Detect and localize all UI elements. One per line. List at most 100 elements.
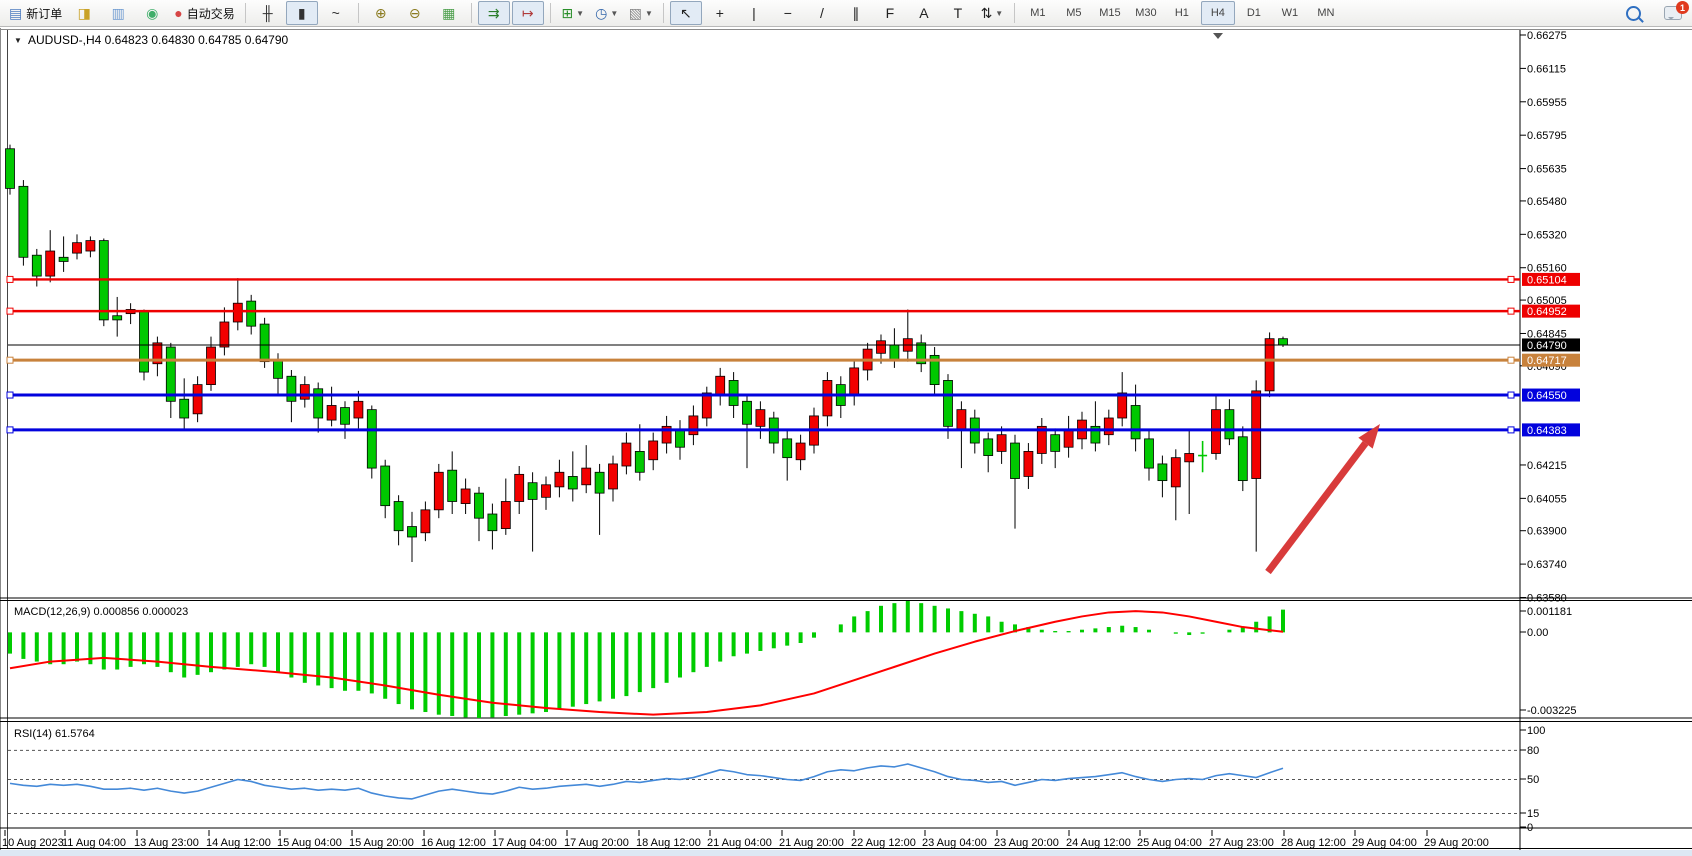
- line-handle[interactable]: [6, 275, 14, 283]
- candle-body: [1010, 442, 1020, 479]
- period-button-m1[interactable]: M1: [1030, 7, 1046, 19]
- candle-body: [179, 398, 190, 419]
- arrows-button[interactable]: ⇅ ▼: [976, 1, 1008, 25]
- chevron-down-icon: ▼: [576, 8, 585, 18]
- shift-chart-button[interactable]: ↦: [511, 1, 544, 25]
- macd-histogram-bar: [249, 632, 254, 665]
- macd-histogram-bar: [450, 632, 455, 717]
- channel-button[interactable]: ∥: [840, 1, 872, 25]
- notification-badge: 1: [1676, 1, 1689, 14]
- zoom-out-button[interactable]: ⊖: [399, 1, 431, 25]
- vertical-line-button[interactable]: |: [738, 1, 770, 25]
- line-handle[interactable]: [6, 356, 14, 364]
- candle: [192, 376, 203, 423]
- trendline-button[interactable]: /: [806, 1, 838, 25]
- macd-histogram-bar: [758, 632, 763, 651]
- time-axis-label: 17 Aug 04:00: [492, 837, 557, 849]
- candle-body: [554, 471, 565, 488]
- zoom-in-button[interactable]: ⊕: [365, 1, 397, 25]
- macd-histogram-bar: [490, 632, 495, 718]
- toolbar-separator: [662, 3, 664, 23]
- candle: [219, 307, 230, 356]
- line-handle[interactable]: [1507, 391, 1515, 399]
- trendline-icon: /: [819, 5, 824, 21]
- period-button-h4[interactable]: H4: [1200, 1, 1235, 25]
- line-handle[interactable]: [1507, 356, 1515, 364]
- period-button-w1[interactable]: W1: [1281, 7, 1299, 19]
- macd-histogram-bar: [155, 632, 160, 667]
- macd-histogram-bar: [343, 632, 347, 691]
- macd-histogram-bar: [1267, 616, 1272, 633]
- bar-chart-button[interactable]: ╫: [252, 1, 284, 25]
- macd-histogram-bar: [289, 632, 294, 678]
- line-handle[interactable]: [1507, 275, 1515, 283]
- text-button[interactable]: A: [908, 1, 940, 25]
- candle-body: [943, 380, 953, 427]
- timeframes-button[interactable]: ◷ ▼: [591, 1, 623, 25]
- chat-icon[interactable]: 1: [1664, 1, 1689, 20]
- line-handle[interactable]: [6, 391, 14, 399]
- period-button-d1[interactable]: D1: [1246, 7, 1261, 19]
- candle: [634, 424, 645, 481]
- candlestick-chart-button[interactable]: ▮: [285, 1, 318, 25]
- candle-body: [366, 409, 377, 469]
- candle: [299, 376, 310, 408]
- search-button[interactable]: [1617, 1, 1649, 25]
- price-badge: [1522, 304, 1580, 318]
- autotrading-button[interactable]: ● 自动交易: [170, 1, 238, 25]
- crosshair-button[interactable]: +: [704, 1, 736, 25]
- macd-histogram-bar: [959, 611, 964, 633]
- candle-body: [460, 488, 471, 504]
- candle: [621, 432, 632, 475]
- time-axis-label: 16 Aug 12:00: [421, 837, 486, 849]
- new-order-button[interactable]: ▤ 新订单: [5, 1, 66, 25]
- candle: [1144, 430, 1154, 481]
- profiles-button[interactable]: ▥: [102, 1, 134, 25]
- period-button-mn[interactable]: MN: [1317, 7, 1335, 19]
- search-icon: [1625, 5, 1641, 21]
- arrow-annotation[interactable]: [1265, 424, 1380, 575]
- price-tick-label: 0.63580: [1527, 593, 1567, 605]
- candle-body: [889, 344, 900, 360]
- auto-scroll-button[interactable]: ⇉: [477, 1, 510, 25]
- macd-histogram-bar: [946, 608, 950, 633]
- macd-histogram-bar: [1281, 609, 1285, 633]
- candle-body: [1170, 457, 1181, 488]
- candle-body: [661, 425, 672, 444]
- fibonacci-button[interactable]: F: [874, 1, 906, 25]
- candle-body: [447, 469, 458, 502]
- candle-body: [1237, 436, 1248, 482]
- chart-window-button[interactable]: ◨: [68, 1, 100, 25]
- macd-tick-label: -0.003225: [1527, 705, 1577, 717]
- period-button-m30[interactable]: M30: [1135, 7, 1157, 19]
- toolbar-separator: [1013, 3, 1015, 23]
- macd-histogram-bar: [691, 632, 696, 673]
- market-signal-button[interactable]: ◉: [136, 1, 168, 25]
- period-button-m5[interactable]: M5: [1066, 7, 1082, 19]
- cursor-button[interactable]: ↖: [669, 1, 702, 25]
- candle-body: [1251, 390, 1262, 479]
- line-handle[interactable]: [6, 307, 14, 315]
- indicators-button[interactable]: ⊞ ▼: [557, 1, 589, 25]
- time-axis-label: 21 Aug 20:00: [779, 837, 844, 849]
- period-button-h1[interactable]: H1: [1174, 7, 1189, 19]
- line-handle[interactable]: [1507, 426, 1515, 434]
- horizontal-line-button[interactable]: −: [772, 1, 804, 25]
- candle: [340, 401, 350, 439]
- candle: [795, 434, 806, 471]
- period-button-m15[interactable]: M15: [1099, 7, 1121, 19]
- tile-windows-button[interactable]: ▦: [433, 1, 465, 25]
- candle: [541, 476, 551, 510]
- templates-button[interactable]: ▧ ▼: [625, 1, 657, 25]
- toolbar-group: ⇉ ↦: [477, 0, 545, 27]
- time-axis-label: 10 Aug 2023: [2, 837, 64, 849]
- price-chart[interactable]: 0.66275 0.66115 0.65955 0.65795 0.65635 0.654…: [0, 28, 1692, 856]
- line-handle[interactable]: [1507, 307, 1515, 315]
- line-handle[interactable]: [6, 426, 14, 434]
- candle-body: [85, 240, 96, 252]
- label-button[interactable]: T: [942, 1, 974, 25]
- candle-body: [1117, 392, 1128, 419]
- candle-body: [675, 430, 685, 448]
- price-tick-label: 0.65955: [1527, 97, 1567, 109]
- line-chart-button[interactable]: ~: [320, 1, 352, 25]
